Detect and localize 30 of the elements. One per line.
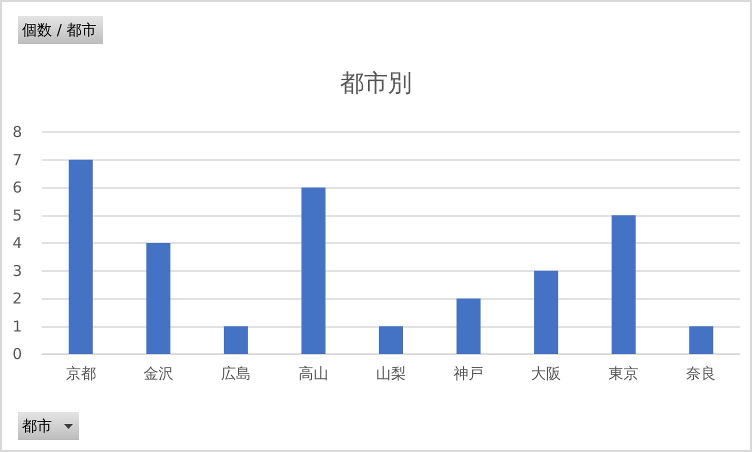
x-tick-label: 大阪 bbox=[531, 364, 562, 382]
bar bbox=[689, 326, 714, 354]
x-tick-label: 神戸 bbox=[454, 364, 484, 382]
y-tick-label: 6 bbox=[12, 178, 22, 196]
bar bbox=[68, 160, 93, 354]
bar bbox=[378, 326, 404, 354]
y-tick-label: 3 bbox=[12, 262, 22, 280]
x-tick-label: 東京 bbox=[608, 364, 639, 382]
y-tick-label: 2 bbox=[12, 290, 22, 308]
x-tick-label: 奈良 bbox=[686, 364, 716, 382]
field-button: 個数 / 都市 bbox=[18, 16, 103, 44]
bar bbox=[534, 270, 558, 354]
x-tick-label: 山梨 bbox=[376, 364, 406, 382]
bar bbox=[224, 326, 248, 354]
y-tick-label: 4 bbox=[12, 234, 22, 252]
bar bbox=[146, 243, 170, 354]
x-tick-label: 広島 bbox=[220, 364, 251, 382]
x-tick-label: 京都 bbox=[66, 364, 96, 382]
y-tick-label: 7 bbox=[12, 150, 22, 169]
field-button: 都市 bbox=[18, 412, 79, 440]
y-tick-label: 5 bbox=[12, 206, 22, 224]
x-tick-label: 高山 bbox=[298, 364, 328, 382]
bar bbox=[301, 188, 326, 354]
y-tick-label: 8 bbox=[12, 123, 22, 141]
x-tick-label: 金沢 bbox=[143, 364, 174, 382]
chart-title: 都市別 bbox=[340, 69, 412, 97]
y-tick-label: 1 bbox=[12, 317, 22, 336]
bar bbox=[612, 215, 636, 354]
bar bbox=[456, 298, 481, 354]
y-tick-label: 0 bbox=[12, 345, 22, 363]
